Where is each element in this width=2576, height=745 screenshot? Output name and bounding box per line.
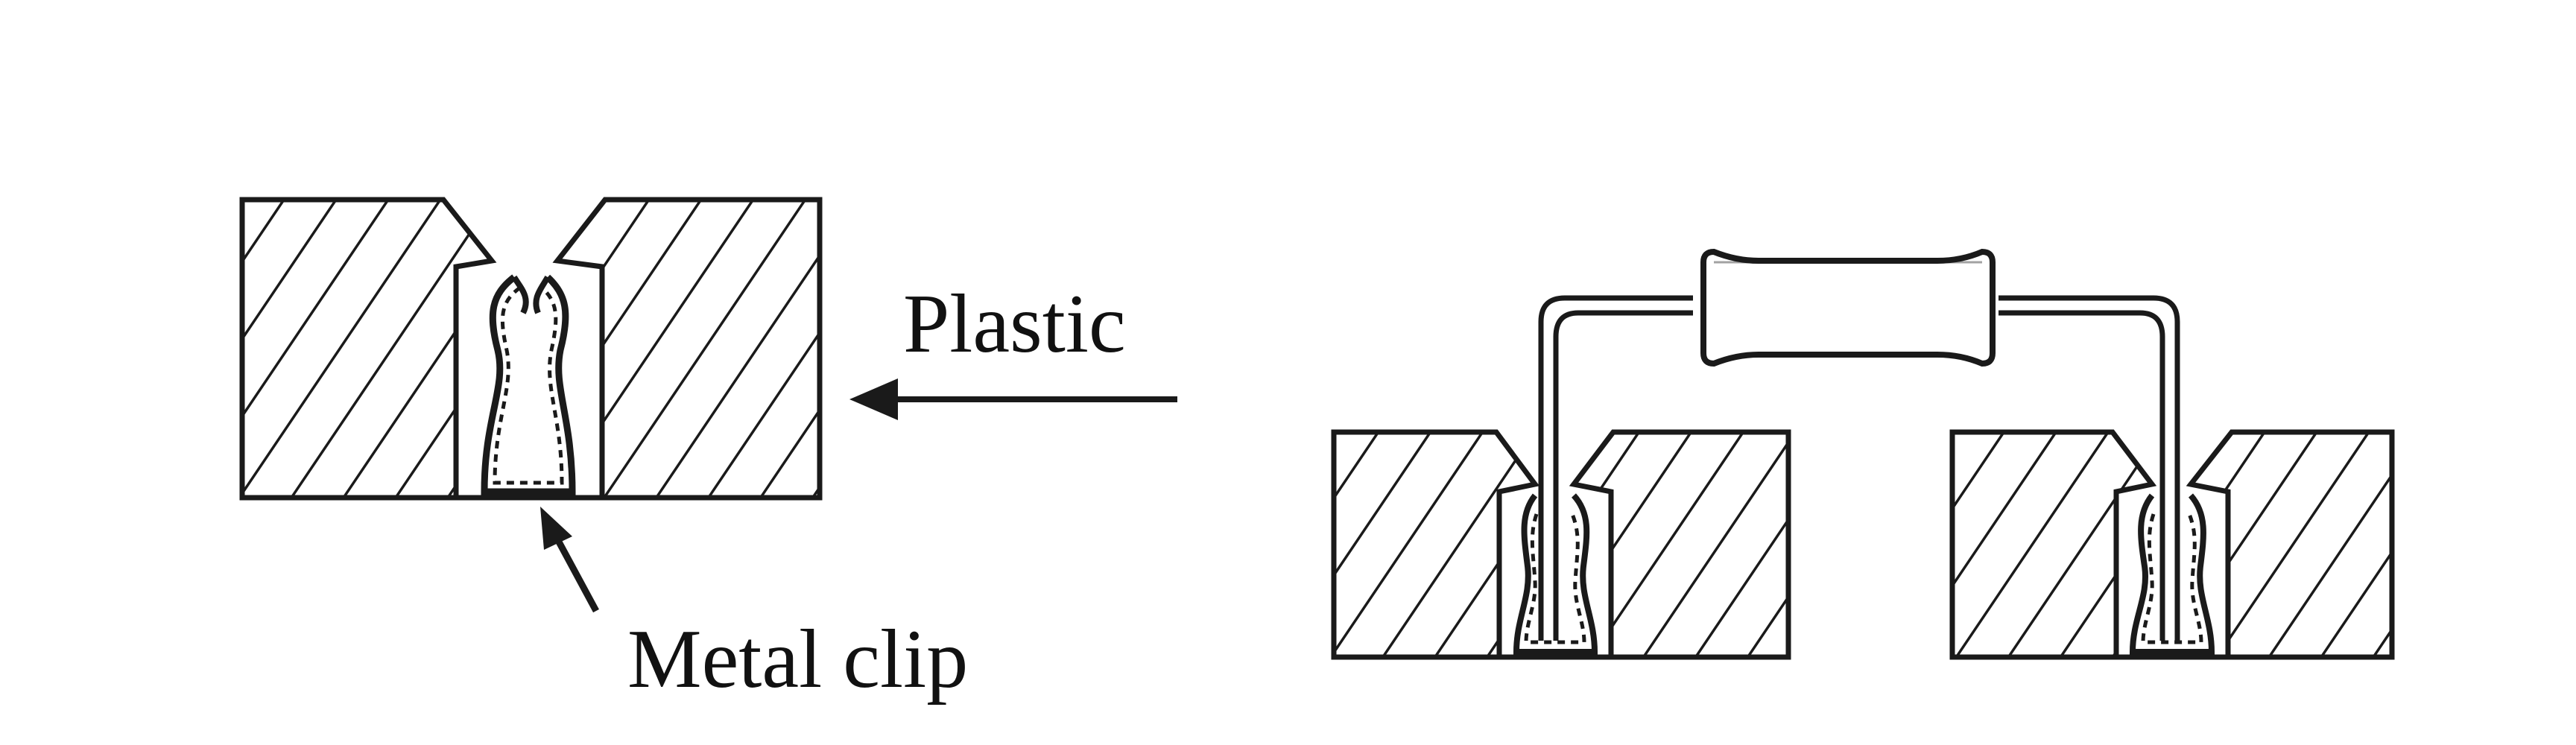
left-clip-detail: Plastic Metal clip <box>239 197 1177 706</box>
resistor-body <box>1700 248 1996 367</box>
component-leads <box>1538 295 2180 641</box>
mount-block-1b <box>1569 429 1791 660</box>
metal-clip-right-mount <box>2129 493 2215 655</box>
mount-block-1a <box>1331 429 1540 660</box>
mount-block-2a <box>1949 429 2157 660</box>
metal-clip-arrow <box>540 507 599 613</box>
plastic-arrow <box>849 378 1177 420</box>
mount-block-2b <box>2186 429 2395 660</box>
plastic-block-left <box>239 197 497 501</box>
metal-clip-label: Metal clip <box>627 613 968 706</box>
metal-clip <box>481 274 576 495</box>
metal-clip-left-mount <box>1513 493 1598 655</box>
right-mounted-component <box>1331 248 2395 660</box>
plastic-block-right <box>552 197 823 501</box>
plastic-label: Plastic <box>903 278 1126 370</box>
